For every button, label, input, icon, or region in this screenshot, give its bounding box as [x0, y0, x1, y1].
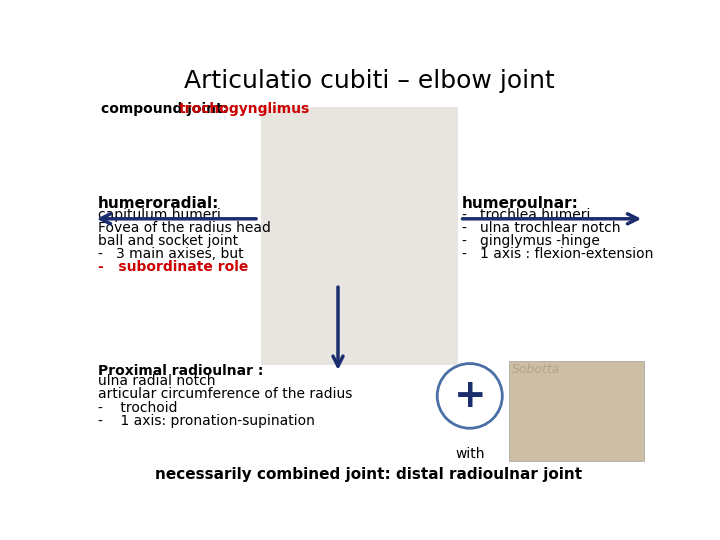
Text: Articulatio cubiti – elbow joint: Articulatio cubiti – elbow joint	[184, 69, 554, 93]
Text: -   3 main axises, but: - 3 main axises, but	[98, 247, 243, 261]
Text: -   ginglymus -hinge: - ginglymus -hinge	[462, 234, 600, 248]
Text: trochogynglimus: trochogynglimus	[179, 102, 310, 116]
Bar	[508, 361, 644, 461]
Text: -    trochoid: - trochoid	[98, 401, 177, 415]
Text: -   1 axis : flexion-extension: - 1 axis : flexion-extension	[462, 247, 653, 261]
Text: +: +	[454, 377, 486, 415]
Text: -   trochlea humeri,: - trochlea humeri,	[462, 208, 595, 222]
Text: Proximal radioulnar :: Proximal radioulnar :	[98, 363, 263, 377]
Text: -   ulna trochlear notch: - ulna trochlear notch	[462, 221, 621, 235]
Text: necessarily combined joint: distal radioulnar joint: necessarily combined joint: distal radio…	[156, 467, 582, 482]
Text: Fovea of the radius head: Fovea of the radius head	[98, 221, 271, 235]
Text: articular circumference of the radius: articular circumference of the radius	[98, 387, 352, 401]
Text: Sobotta: Sobotta	[513, 363, 561, 376]
Text: compound joint:: compound joint:	[101, 102, 228, 116]
Text: humeroradial:: humeroradial:	[98, 195, 219, 211]
Text: capitulum humeri: capitulum humeri	[98, 208, 220, 222]
Bar	[261, 107, 458, 365]
Text: -    1 axis: pronation-supination: - 1 axis: pronation-supination	[98, 414, 315, 428]
Text: -   subordinate role: - subordinate role	[98, 260, 248, 274]
Text: ulna radial notch: ulna radial notch	[98, 374, 215, 388]
Text: humeroulnar:: humeroulnar:	[462, 195, 579, 211]
Text: ball and socket joint: ball and socket joint	[98, 234, 238, 248]
Text: with: with	[455, 448, 485, 462]
